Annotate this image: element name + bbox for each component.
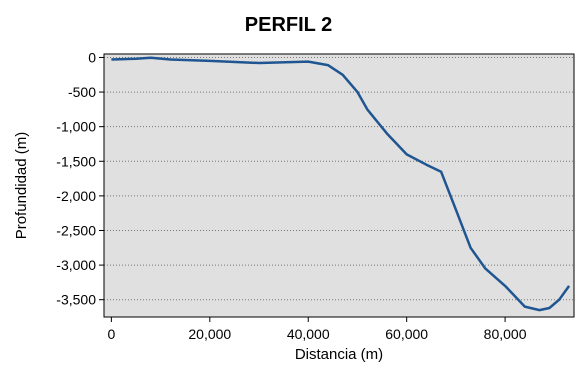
x-tick-label: 0	[107, 326, 115, 342]
x-tick-label: 20,000	[188, 326, 231, 342]
y-tick-label: -500	[68, 84, 96, 100]
y-tick-label: -3,500	[56, 292, 96, 308]
grid-lines	[104, 56, 574, 301]
plot-border	[103, 53, 575, 318]
x-tick-label: 40,000	[287, 326, 330, 342]
chart-title: PERFIL 2	[244, 14, 333, 36]
y-tick-label: -1,500	[56, 153, 96, 169]
y-tick-label: 0	[88, 49, 96, 65]
y-tick-label: -3,000	[56, 257, 96, 273]
series-line-profile	[111, 56, 571, 312]
y-axis-label: Profundidad (m)	[13, 132, 30, 240]
x-axis-label: Distancia (m)	[295, 346, 383, 363]
x-tick-label: 80,000	[484, 326, 527, 342]
y-tick-label: -2,500	[56, 222, 96, 238]
y-tick-label: -1,000	[56, 119, 96, 135]
y-axis-ticks: 0 -500 -1,000 -1,500 -2,000 -2,500 -3,000 -3,50…	[56, 49, 104, 308]
y-tick-label: -2,000	[56, 188, 96, 204]
plot-area	[104, 54, 574, 317]
x-axis-ticks: 0 20,000 40,000 60,000 80,000	[107, 317, 527, 342]
x-tick-label: 60,000	[385, 326, 428, 342]
